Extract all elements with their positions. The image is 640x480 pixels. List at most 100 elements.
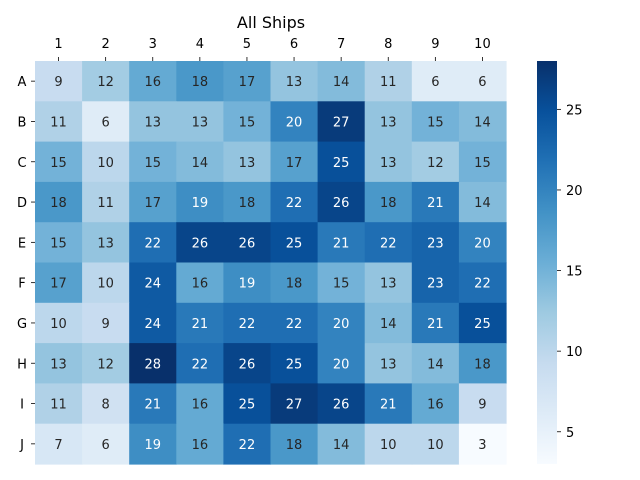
cell-value-label: 16 <box>192 277 209 292</box>
heatmap-cell <box>270 101 319 143</box>
y-tick-label: D <box>17 196 27 211</box>
cell-value-label: 23 <box>427 277 444 292</box>
heatmap-cell <box>176 101 224 143</box>
heatmap-cell <box>223 423 272 465</box>
heatmap-cell <box>82 423 130 465</box>
cell-value-label: 22 <box>474 277 491 292</box>
heatmap-cell <box>364 423 413 465</box>
colorbar-tick-label: 25 <box>566 103 583 118</box>
x-tick-label: 3 <box>149 37 157 52</box>
cell-value-label: 14 <box>380 317 397 332</box>
cell-value-label: 18 <box>380 196 397 211</box>
cell-value-label: 22 <box>239 438 256 453</box>
cell-value-label: 17 <box>239 75 256 90</box>
cell-value-label: 14 <box>474 196 491 211</box>
heatmap-cell <box>364 181 413 223</box>
heatmap-cell <box>176 141 224 183</box>
heatmap-cell <box>458 343 507 384</box>
y-tick-label: H <box>17 357 27 372</box>
cell-value-label: 25 <box>239 398 256 413</box>
cell-value-label: 17 <box>286 156 303 171</box>
chart-title: All Ships <box>237 13 305 32</box>
y-axis-ticks: A B C D E F G H I J <box>17 75 35 453</box>
heatmap-cell <box>82 141 130 183</box>
cell-value-label: 13 <box>239 156 256 171</box>
heatmap-cell <box>176 423 224 465</box>
cell-value-label: 12 <box>427 156 444 171</box>
cell-value-label: 13 <box>380 156 397 171</box>
x-tick-label: 6 <box>290 37 298 52</box>
heatmap-cell <box>458 181 507 223</box>
cell-value-label: 15 <box>50 156 67 171</box>
heatmap-cell <box>317 262 366 304</box>
heatmap-cell <box>364 343 413 384</box>
heatmap-cell <box>317 101 366 143</box>
heatmap-cell <box>411 101 460 143</box>
heatmap-cell <box>458 222 507 264</box>
y-tick-label: F <box>18 277 25 292</box>
cell-value-label: 22 <box>380 236 397 251</box>
heatmap-cell <box>35 222 83 264</box>
heatmap-cell <box>364 141 413 183</box>
cell-value-label: 21 <box>192 317 209 332</box>
y-tick-label: C <box>17 156 26 171</box>
heatmap-cell <box>270 141 319 183</box>
cell-value-label: 22 <box>144 236 161 251</box>
heatmap-cell <box>82 181 130 223</box>
colorbar-tick-label: 20 <box>566 184 583 199</box>
heatmap-cell <box>411 61 460 102</box>
cell-value-label: 15 <box>144 156 161 171</box>
heatmap-cell <box>223 61 272 102</box>
cell-value-label: 16 <box>144 75 161 90</box>
heatmap-cell <box>458 262 507 304</box>
heatmap-cell <box>129 302 177 344</box>
cell-value-label: 22 <box>239 317 256 332</box>
cell-value-label: 15 <box>239 115 256 130</box>
cell-value-label: 26 <box>192 236 209 251</box>
cell-value-label: 18 <box>286 277 303 292</box>
cell-value-label: 18 <box>50 196 67 211</box>
heatmap-cell <box>82 222 130 264</box>
x-tick-label: 2 <box>102 37 110 52</box>
cell-value-label: 9 <box>102 317 110 332</box>
cell-value-label: 15 <box>333 277 350 292</box>
heatmap-cell <box>270 302 319 344</box>
heatmap-cell <box>270 423 319 465</box>
cell-value-label: 26 <box>333 398 350 413</box>
heatmap-cell <box>35 141 83 183</box>
cell-value-label: 13 <box>97 236 114 251</box>
cell-value-label: 19 <box>144 438 161 453</box>
y-tick-label: J <box>19 438 24 453</box>
heatmap-cell <box>176 262 224 304</box>
heatmap-cell <box>411 222 460 264</box>
cell-value-label: 28 <box>144 357 161 372</box>
cell-value-label: 26 <box>333 196 350 211</box>
cell-value-label: 19 <box>192 196 209 211</box>
cell-value-label: 21 <box>333 236 350 251</box>
x-tick-label: 5 <box>243 37 251 52</box>
cell-value-label: 16 <box>192 398 209 413</box>
cell-value-label: 11 <box>50 398 67 413</box>
heatmap-cell <box>35 181 83 223</box>
cell-value-label: 13 <box>192 115 209 130</box>
heatmap-cell <box>129 262 177 304</box>
heatmap-cell <box>411 302 460 344</box>
heatmap-cell <box>82 61 130 102</box>
heatmap-cell <box>223 141 272 183</box>
heatmap-cell <box>270 222 319 264</box>
cell-value-label: 11 <box>97 196 114 211</box>
heatmap-cell <box>364 101 413 143</box>
heatmap-cell <box>364 383 413 425</box>
cell-value-label: 11 <box>380 75 397 90</box>
y-tick-label: B <box>18 115 27 130</box>
heatmap-cell <box>129 101 177 143</box>
heatmap-cell <box>411 262 460 304</box>
heatmap-cell <box>458 383 507 425</box>
heatmap-cell <box>411 383 460 425</box>
cell-value-label: 20 <box>474 236 491 251</box>
heatmap-cell <box>411 343 460 384</box>
heatmap-cell <box>176 302 224 344</box>
heatmap-cell <box>129 343 177 384</box>
heatmap-cell <box>317 302 366 344</box>
cell-value-label: 12 <box>97 75 114 90</box>
